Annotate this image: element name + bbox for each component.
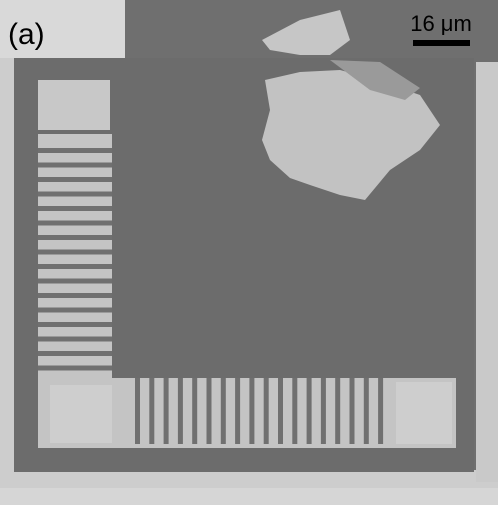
grating-bar bbox=[350, 378, 355, 444]
grating-bar bbox=[335, 378, 340, 444]
grating-bar bbox=[364, 378, 369, 444]
grating-bar bbox=[278, 378, 283, 444]
grating-bar bbox=[249, 378, 254, 444]
grating-bar bbox=[264, 378, 269, 444]
bottom-strip bbox=[0, 488, 498, 505]
grating-bar bbox=[164, 378, 169, 444]
grating-bar bbox=[192, 378, 197, 444]
pad bbox=[396, 382, 452, 444]
grating-bar bbox=[149, 378, 154, 444]
grating-bar bbox=[38, 264, 112, 269]
grating-bar bbox=[38, 235, 112, 240]
grating-bar bbox=[178, 378, 183, 444]
scale-bar-label: 16 μm bbox=[410, 11, 472, 36]
grating-bar bbox=[135, 378, 140, 444]
grating-bar bbox=[38, 221, 112, 226]
grating-bar bbox=[38, 192, 112, 197]
grating-bar bbox=[378, 378, 383, 444]
grating-bar bbox=[221, 378, 226, 444]
scale-bar bbox=[413, 40, 470, 46]
grating-bar bbox=[38, 351, 112, 356]
grating-bar bbox=[235, 378, 240, 444]
grating-bar bbox=[292, 378, 297, 444]
grating-bar bbox=[38, 308, 112, 313]
grating-bar bbox=[38, 250, 112, 255]
grating-bar bbox=[38, 293, 112, 298]
grating-bar bbox=[38, 206, 112, 211]
grating-bar bbox=[38, 148, 112, 153]
panel-label: (a) bbox=[8, 18, 45, 51]
grating-bar bbox=[38, 322, 112, 327]
pad bbox=[50, 385, 112, 443]
grating-bar bbox=[38, 366, 112, 371]
micrograph: (a) 16 μm bbox=[0, 0, 498, 505]
grating-bar bbox=[38, 163, 112, 168]
light-edge bbox=[476, 62, 498, 482]
grating-bar bbox=[38, 279, 112, 284]
grating-bar bbox=[38, 177, 112, 182]
grating-bar bbox=[321, 378, 326, 444]
pad bbox=[38, 80, 110, 130]
grating-bar bbox=[307, 378, 312, 444]
grating-bar bbox=[38, 337, 112, 342]
grating-bar bbox=[207, 378, 212, 444]
